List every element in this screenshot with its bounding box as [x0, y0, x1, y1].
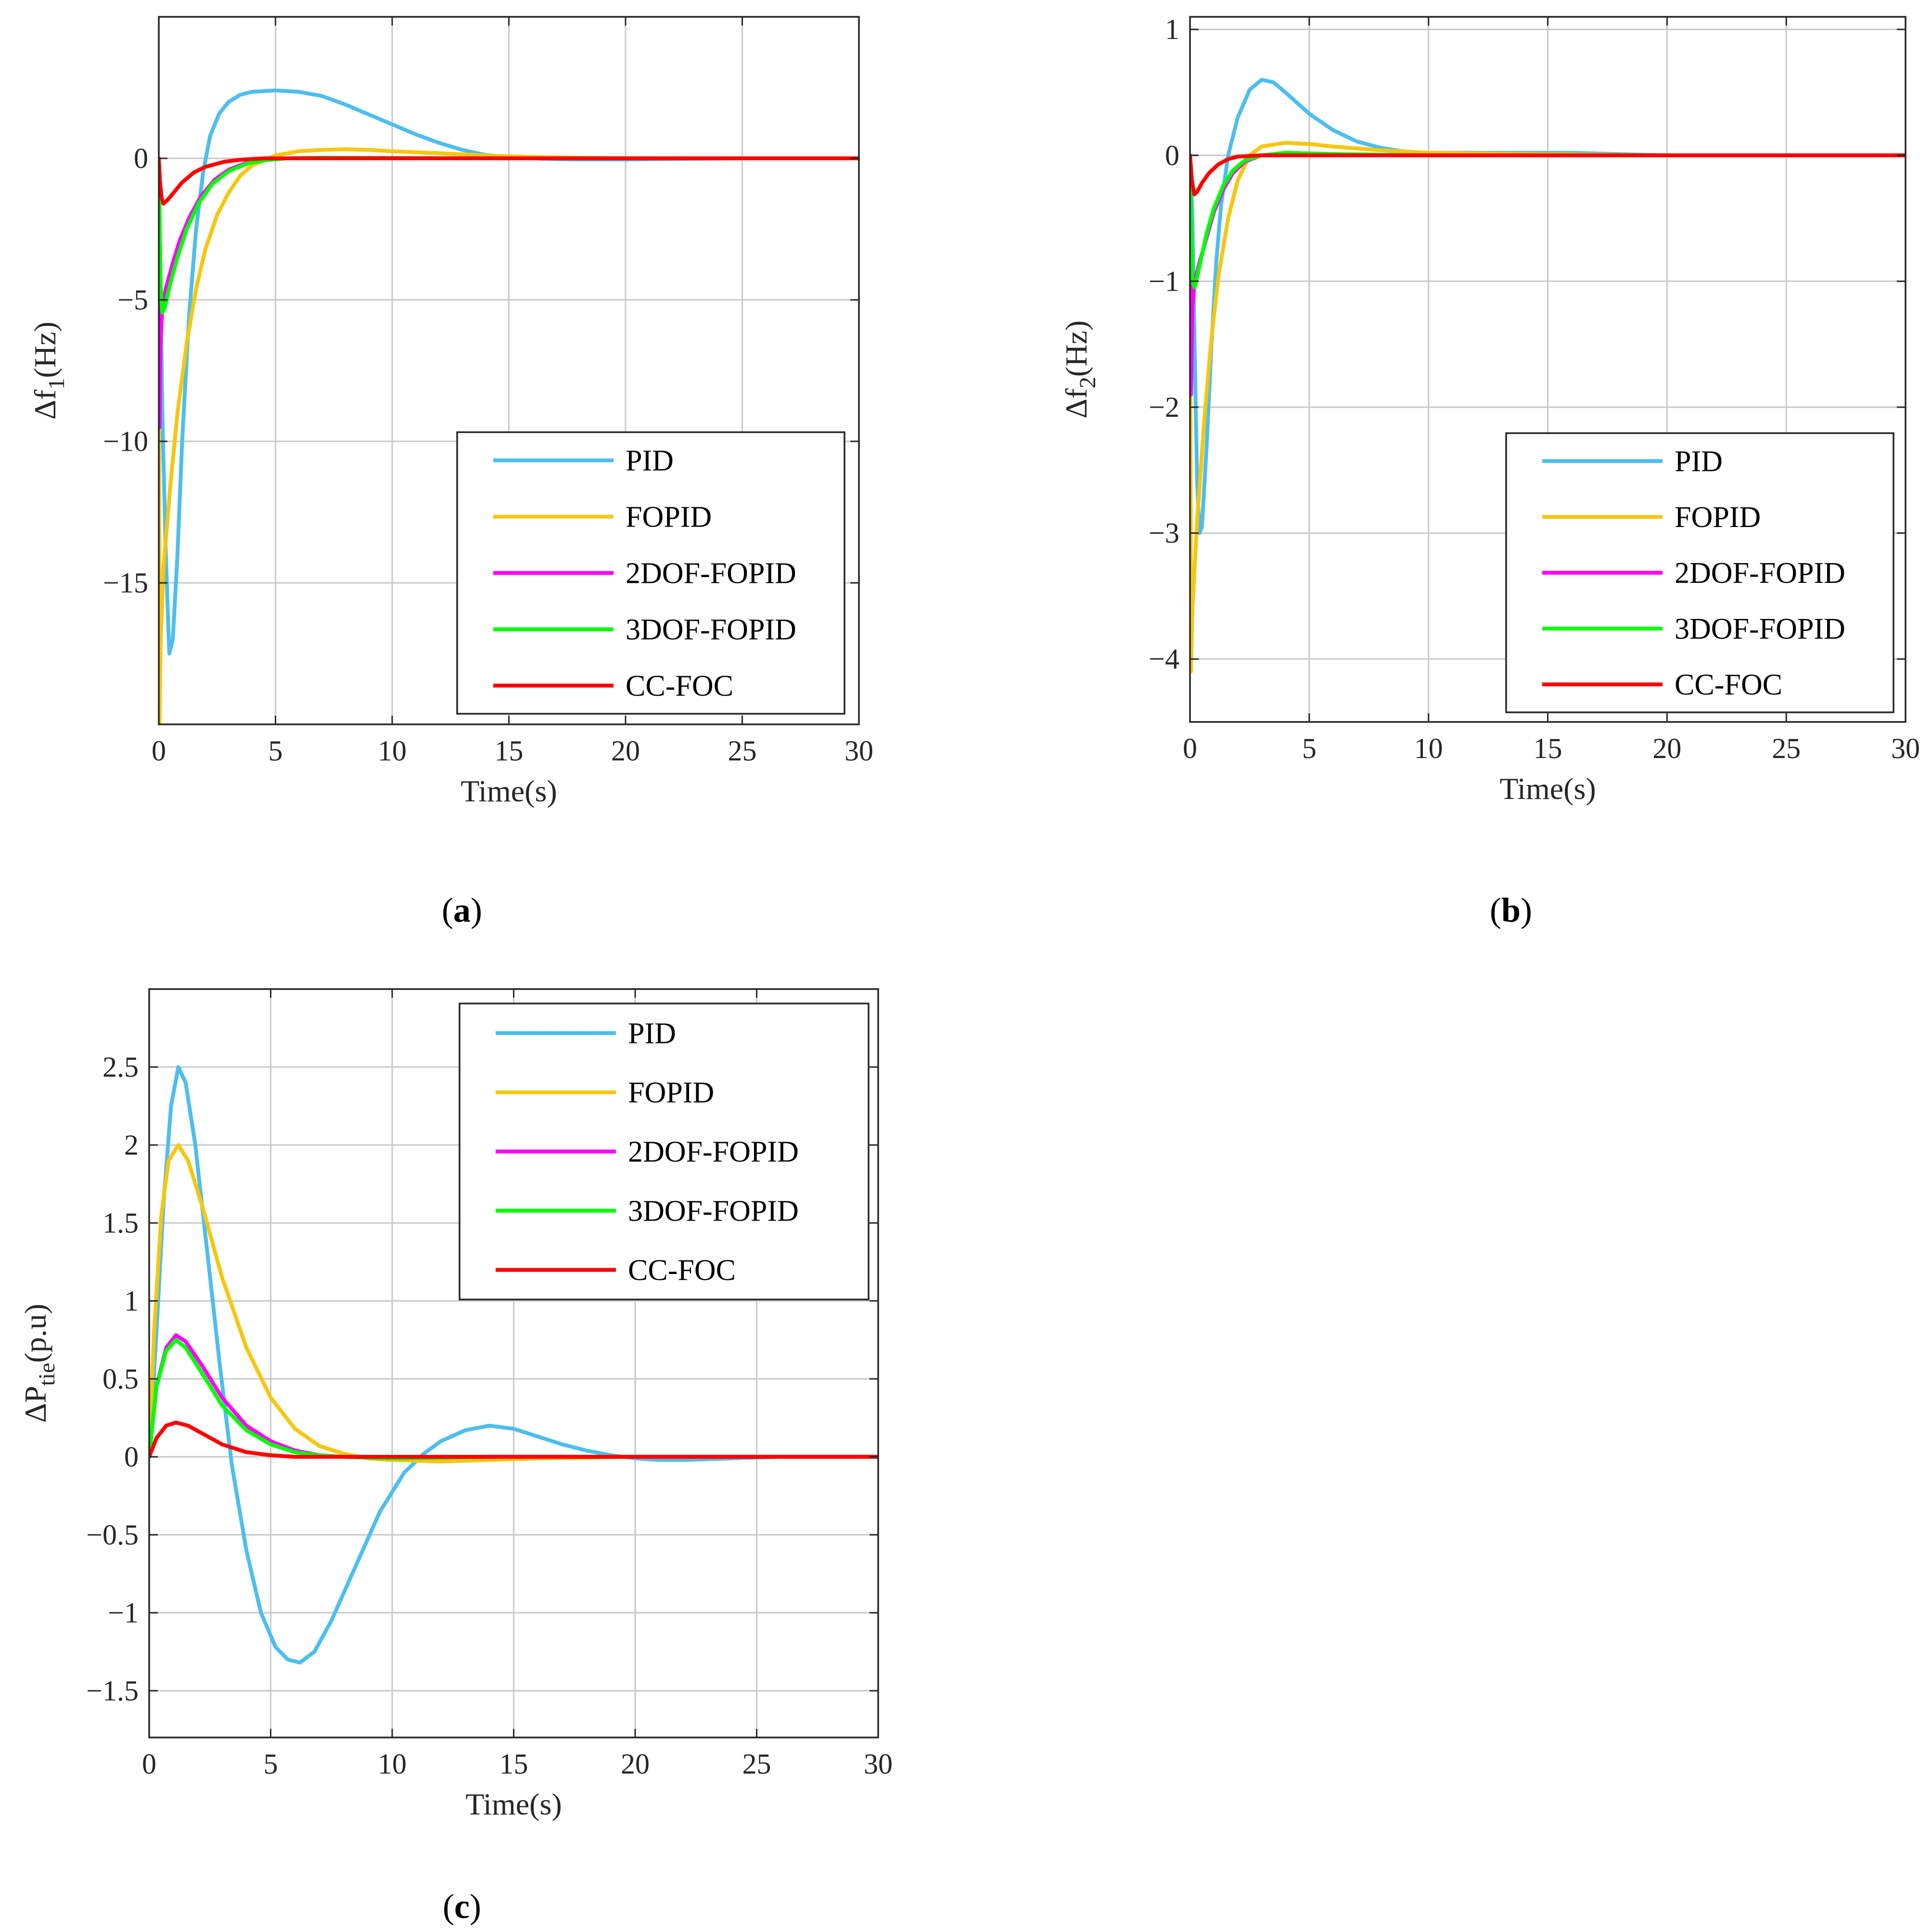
y-tick-label: 0 [124, 1441, 139, 1473]
x-tick-label: 5 [1302, 733, 1317, 764]
series-line-cc-foc [149, 1420, 878, 1459]
x-axis-label: Time(s) [465, 1787, 562, 1821]
x-tick-label: 5 [264, 1748, 278, 1780]
y-tick-label: 1 [124, 1285, 139, 1317]
y-tick-label: 0 [134, 142, 148, 174]
y-tick-label: −0.5 [86, 1519, 139, 1551]
x-tick-label: 10 [378, 1748, 407, 1780]
panel-caption: (a) [442, 891, 482, 929]
chart-panel-b: 0 5 10 15 20 25 30 −4 −3 −2 −1 0 1 Time(s) Δf2(Hz) PID F… [1059, 13, 1920, 929]
y-tick-label: 0.5 [102, 1363, 139, 1395]
y-axis-label: Δf2(Hz) [1059, 321, 1100, 419]
y-tick-label: −4 [1149, 643, 1179, 675]
x-tick-label: 20 [1652, 733, 1681, 764]
chart-panel-a: 0 5 10 15 20 25 30 −15 −10 −5 0 Time(s) Δf1(Hz) PID FO… [28, 16, 873, 929]
legend-label: PID [626, 445, 674, 477]
x-axis-label: Time(s) [1499, 772, 1596, 806]
legend-label: FOPID [628, 1077, 714, 1109]
x-tick-label: 30 [864, 1748, 893, 1780]
panel-caption: (b) [1490, 891, 1532, 929]
y-tick-label: −15 [103, 567, 148, 599]
x-tick-label: 15 [499, 1748, 528, 1780]
x-tick-label: 15 [1534, 733, 1562, 764]
legend-label: 3DOF-FOPID [626, 614, 796, 646]
legend-label: FOPID [626, 501, 712, 534]
legend-label: CC-FOC [626, 670, 733, 703]
x-tick-label: 10 [378, 735, 407, 767]
legend-label: 2DOF-FOPID [1675, 557, 1845, 590]
x-tick-label: 25 [728, 735, 757, 767]
series-line-cc-foc [159, 156, 859, 206]
x-tick-label: 25 [1772, 733, 1801, 764]
y-axis-label: ΔPtie(p.u) [18, 1304, 60, 1423]
y-tick-label: −2 [1149, 391, 1179, 423]
x-tick-label: 20 [611, 735, 640, 767]
y-tick-label: −10 [103, 425, 148, 457]
legend: PID FOPID 2DOF-FOPID 3DOF-FOPID CC-FOC [459, 1003, 870, 1300]
legend: PID FOPID 2DOF-FOPID 3DOF-FOPID CC-FOC [456, 431, 845, 715]
x-tick-label: 20 [621, 1748, 650, 1780]
legend-label: 2DOF-FOPID [626, 557, 796, 590]
x-tick-label: 5 [269, 735, 283, 767]
legend-label: 3DOF-FOPID [628, 1195, 799, 1228]
legend-label: 2DOF-FOPID [628, 1136, 799, 1169]
y-tick-label: 2 [124, 1129, 139, 1161]
y-tick-label: −1.5 [86, 1675, 139, 1707]
x-tick-label: 0 [142, 1748, 156, 1780]
x-tick-label: 0 [1183, 733, 1197, 764]
x-tick-label: 30 [1891, 733, 1920, 764]
y-tick-label: 2.5 [102, 1051, 139, 1083]
y-tick-label: −1 [108, 1597, 139, 1629]
y-tick-label: 1 [1165, 13, 1179, 45]
y-tick-label: −1 [1149, 265, 1179, 297]
legend: PID FOPID 2DOF-FOPID 3DOF-FOPID CC-FOC [1505, 432, 1894, 713]
y-axis-label: Δf1(Hz) [28, 322, 69, 420]
x-tick-label: 0 [152, 735, 166, 767]
legend-label: FOPID [1675, 501, 1761, 534]
panel-caption: (c) [443, 1887, 481, 1926]
legend-label: PID [628, 1017, 676, 1050]
x-tick-label: 30 [844, 735, 873, 767]
y-tick-label: −5 [117, 284, 148, 316]
series-line-fopid [149, 1143, 878, 1464]
y-tick-label: −3 [1149, 517, 1179, 549]
legend-label: CC-FOC [628, 1254, 736, 1287]
legend-label: PID [1675, 445, 1723, 478]
legend-label: CC-FOC [1675, 669, 1782, 701]
legend-label: 3DOF-FOPID [1675, 613, 1845, 645]
x-tick-label: 25 [742, 1748, 771, 1780]
y-tick-label: 1.5 [102, 1207, 139, 1239]
series-line-cc-foc [1190, 153, 1906, 196]
x-tick-label: 15 [495, 735, 524, 767]
x-axis-label: Time(s) [461, 774, 557, 808]
y-tick-label: 0 [1165, 140, 1179, 171]
x-tick-label: 10 [1414, 733, 1443, 764]
chart-panel-c: 0 5 10 15 20 25 30 −1.5 −1 −0.5 0 0.5 1 1.5 2 2.5 Time(s… [18, 988, 893, 1926]
